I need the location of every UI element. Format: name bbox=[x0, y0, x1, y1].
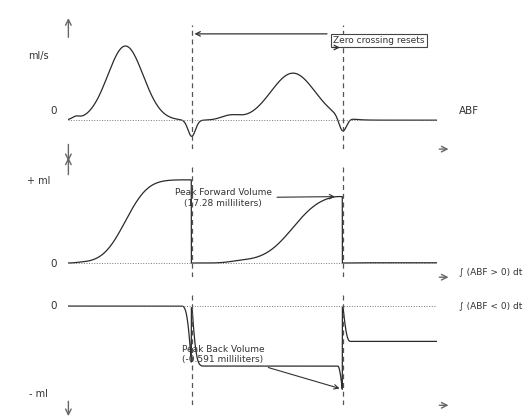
Text: 0: 0 bbox=[50, 106, 57, 116]
Text: Peak Forward Volume
(17.28 milliliters): Peak Forward Volume (17.28 milliliters) bbox=[175, 188, 333, 207]
Text: ABF: ABF bbox=[459, 106, 479, 116]
Text: ∫ (ABF < 0) dt: ∫ (ABF < 0) dt bbox=[459, 301, 522, 310]
Text: 0: 0 bbox=[50, 300, 57, 310]
Text: + ml: + ml bbox=[27, 176, 50, 186]
Text: 0: 0 bbox=[50, 259, 57, 269]
Text: Peak Back Volume
(-0.591 milliliters): Peak Back Volume (-0.591 milliliters) bbox=[181, 344, 338, 389]
Text: Zero crossing resets: Zero crossing resets bbox=[333, 36, 425, 45]
Text: ml/s: ml/s bbox=[28, 51, 49, 61]
Text: - ml: - ml bbox=[29, 389, 48, 399]
Text: ∫ (ABF > 0) dt: ∫ (ABF > 0) dt bbox=[459, 267, 522, 276]
